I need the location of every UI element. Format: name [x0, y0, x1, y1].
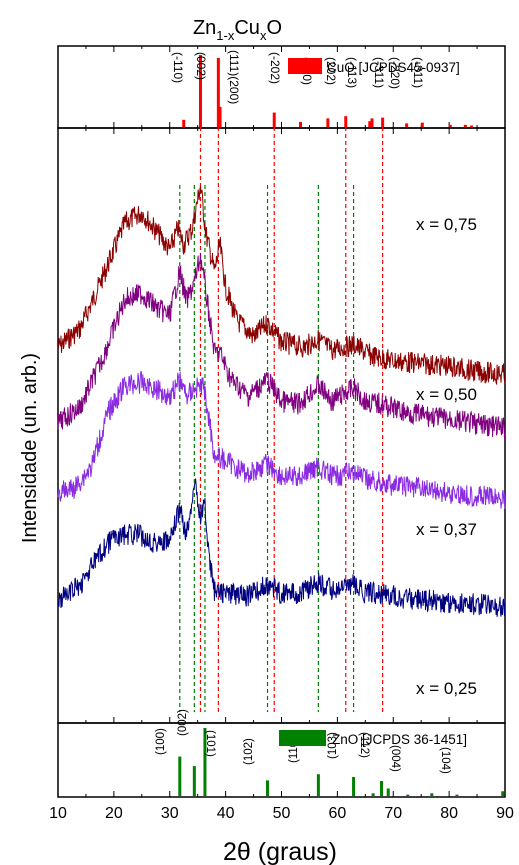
cuo-peak-bar	[218, 106, 222, 127]
x-tick-label: 80	[440, 805, 458, 822]
pattern-series-line	[57, 252, 506, 440]
pattern-series-line	[57, 186, 506, 386]
title-mid: Cu	[234, 17, 260, 39]
x-tick-label: 40	[217, 805, 235, 822]
x-tick-label: 50	[273, 805, 291, 822]
cuo-peak-bar	[198, 55, 202, 127]
cuo-peak-label: (-110)	[171, 52, 185, 83]
zno-peak-label: (101)	[204, 730, 216, 757]
title-end: O	[266, 17, 282, 39]
cuo-peak-bar	[272, 112, 276, 127]
cuo-peak-bar	[420, 122, 424, 127]
title-sub-1: 1-x	[216, 28, 235, 43]
cuo-peak-bar	[298, 121, 302, 127]
title-base: Zn	[193, 17, 216, 39]
series-label: x = 0,37	[416, 520, 477, 539]
cuo-peak-bar	[405, 123, 409, 127]
cuo-peak-label: (-311)	[372, 57, 386, 88]
svg-text:Zn1-xCuxO: Zn1-xCuxO	[193, 17, 282, 43]
x-tick-label: 90	[496, 805, 514, 822]
zno-peak-bar	[501, 791, 505, 796]
cuo-peak-label: (111)(200)	[227, 50, 241, 104]
zno-peak-bar	[386, 788, 390, 796]
cuo-peak-label: (202)	[324, 57, 338, 85]
series-label: x = 0,25	[416, 679, 477, 698]
chart-title: Zn1-xCuxO	[193, 17, 282, 43]
zno-peak-bar	[380, 781, 384, 796]
title-sub-2: x	[260, 28, 267, 43]
zno-peak-label: (103)	[327, 732, 339, 759]
cuo-peak-bar	[370, 118, 374, 127]
zno-peak-label: (004)	[389, 745, 401, 772]
cuo-peak-bar	[469, 125, 473, 127]
x-tick-label: 60	[328, 805, 346, 822]
zno-peak-bar	[406, 794, 410, 796]
series-label: x = 0,75	[416, 215, 477, 234]
zno-peak-bar	[203, 728, 207, 796]
cuo-peak-bar	[448, 124, 452, 127]
zno-peak-label: (112)	[358, 732, 370, 758]
x-axis-label: 2θ (graus)	[223, 838, 337, 865]
cuo-peak-label: (-220)	[388, 57, 402, 89]
zno-peak-label: (100)	[155, 728, 167, 755]
zno-peak-bar	[192, 766, 196, 796]
zno-peak-label: (002)	[177, 709, 189, 736]
x-tick-label: 20	[105, 805, 123, 822]
series-label: x = 0,50	[416, 385, 477, 404]
zno-peak-bar	[430, 793, 434, 796]
pattern-series-line	[57, 370, 506, 510]
cuo-peak-label: (-311)	[411, 57, 425, 88]
zno-peak-bar	[455, 794, 459, 796]
x-tick-label: 10	[49, 805, 67, 822]
x-tick-label: 30	[161, 805, 179, 822]
cuo-peak-label: (-113)	[345, 57, 359, 88]
zno-peak-bar	[352, 776, 356, 796]
cuo-peak-bar	[182, 119, 186, 127]
zno-peak-bar	[316, 774, 320, 796]
cuo-peak-bar	[463, 124, 467, 127]
zno-legend-swatch	[279, 730, 326, 746]
cuo-legend-label: CuO [JCPDS45-0937]	[327, 60, 460, 75]
zno-legend-label: ZnO [JCPDS 36-1451]	[332, 732, 467, 747]
cuo-legend-swatch	[288, 58, 322, 74]
cuo-peak-label: (-202)	[268, 52, 282, 84]
zno-peak-label: (102)	[243, 738, 255, 765]
xrd-pattern-panel: x = 0,75 x = 0,50 x = 0,37 x = 0,25	[57, 120, 506, 724]
cuo-peak-bar	[326, 118, 330, 127]
cuo-peak-label: (002)	[194, 52, 208, 80]
zno-peak-bar	[178, 756, 182, 796]
cuo-peak-bar	[216, 57, 220, 127]
zno-reference-panel: (100)(002)(101) (102) (110) (103) (112) (004)…	[49, 709, 514, 822]
y-axis-label: Intensidade (un. arb.)	[19, 353, 41, 543]
zno-peak-label: (104)	[439, 747, 451, 774]
zno-peak-bar	[371, 793, 375, 796]
cuo-peak-bar	[368, 121, 372, 127]
x-tick-label: 70	[384, 805, 402, 822]
pattern-series-line	[57, 478, 506, 617]
cuo-reference-panel: (-110)(002)(111)(200)(-202)(020)(202)(-1…	[57, 45, 506, 129]
zno-peak-bar	[266, 780, 270, 796]
